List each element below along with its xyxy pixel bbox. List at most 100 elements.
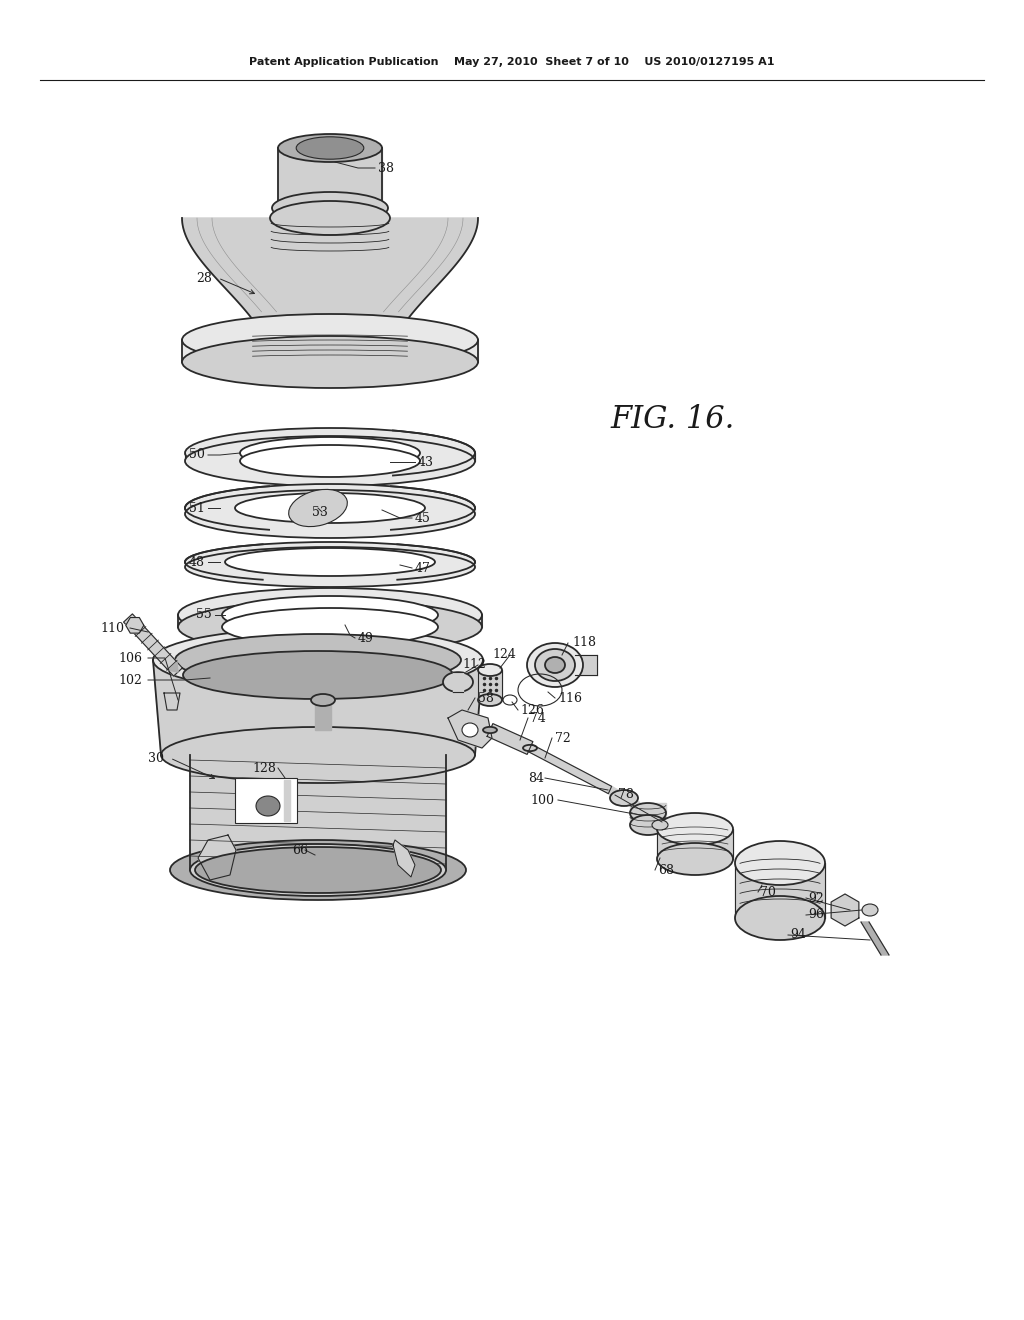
Polygon shape bbox=[124, 614, 182, 676]
Ellipse shape bbox=[270, 201, 390, 235]
Text: 116: 116 bbox=[558, 692, 582, 705]
Ellipse shape bbox=[178, 601, 482, 653]
Ellipse shape bbox=[735, 841, 825, 884]
Ellipse shape bbox=[478, 694, 502, 706]
Ellipse shape bbox=[185, 484, 475, 532]
Text: 106: 106 bbox=[118, 652, 142, 664]
Text: 124: 124 bbox=[492, 648, 516, 661]
Ellipse shape bbox=[652, 820, 668, 830]
Text: 38: 38 bbox=[378, 161, 394, 174]
Text: 100: 100 bbox=[530, 793, 554, 807]
Polygon shape bbox=[190, 755, 446, 870]
Text: 58: 58 bbox=[478, 692, 494, 705]
Text: 28: 28 bbox=[196, 272, 212, 285]
Polygon shape bbox=[182, 341, 478, 362]
Polygon shape bbox=[575, 655, 597, 675]
Text: 112: 112 bbox=[462, 659, 485, 672]
Ellipse shape bbox=[222, 609, 438, 645]
Ellipse shape bbox=[240, 437, 420, 469]
Text: 49: 49 bbox=[358, 631, 374, 644]
Polygon shape bbox=[198, 836, 236, 880]
Ellipse shape bbox=[185, 490, 475, 539]
Polygon shape bbox=[487, 723, 532, 755]
Text: 51: 51 bbox=[189, 502, 205, 515]
Ellipse shape bbox=[182, 337, 478, 388]
Text: 74: 74 bbox=[530, 711, 546, 725]
Polygon shape bbox=[185, 453, 475, 461]
Text: 96: 96 bbox=[808, 908, 824, 921]
Ellipse shape bbox=[462, 723, 478, 737]
Ellipse shape bbox=[170, 840, 466, 900]
Ellipse shape bbox=[185, 428, 475, 478]
Polygon shape bbox=[861, 921, 889, 954]
Ellipse shape bbox=[657, 843, 733, 875]
Ellipse shape bbox=[311, 694, 335, 706]
Polygon shape bbox=[278, 148, 382, 218]
Ellipse shape bbox=[185, 436, 475, 486]
Ellipse shape bbox=[478, 664, 502, 676]
Polygon shape bbox=[528, 744, 611, 793]
Ellipse shape bbox=[182, 314, 478, 366]
Polygon shape bbox=[168, 663, 178, 672]
Polygon shape bbox=[831, 894, 859, 927]
Ellipse shape bbox=[256, 796, 280, 816]
Ellipse shape bbox=[296, 137, 364, 160]
Polygon shape bbox=[185, 562, 475, 568]
Text: 94: 94 bbox=[790, 928, 806, 941]
Text: 45: 45 bbox=[415, 511, 431, 524]
Ellipse shape bbox=[234, 492, 425, 523]
Polygon shape bbox=[735, 863, 825, 917]
Polygon shape bbox=[153, 660, 483, 755]
Ellipse shape bbox=[222, 597, 438, 634]
Text: 128: 128 bbox=[252, 762, 275, 775]
Ellipse shape bbox=[225, 548, 435, 576]
Text: 78: 78 bbox=[618, 788, 634, 801]
Text: 50: 50 bbox=[189, 449, 205, 462]
Polygon shape bbox=[178, 615, 482, 627]
Ellipse shape bbox=[195, 847, 441, 894]
Text: 30: 30 bbox=[148, 751, 164, 764]
Ellipse shape bbox=[190, 843, 446, 896]
Ellipse shape bbox=[161, 727, 475, 783]
Ellipse shape bbox=[443, 672, 473, 692]
Polygon shape bbox=[657, 829, 733, 859]
Ellipse shape bbox=[657, 813, 733, 845]
Ellipse shape bbox=[185, 543, 475, 582]
Text: 47: 47 bbox=[415, 561, 431, 574]
Text: Patent Application Publication    May 27, 2010  Sheet 7 of 10    US 2010/0127195: Patent Application Publication May 27, 2… bbox=[249, 57, 775, 67]
Ellipse shape bbox=[545, 657, 565, 673]
Text: 92: 92 bbox=[808, 891, 823, 904]
Polygon shape bbox=[164, 693, 180, 710]
Polygon shape bbox=[630, 803, 666, 825]
Polygon shape bbox=[449, 710, 492, 748]
Ellipse shape bbox=[630, 814, 666, 836]
Polygon shape bbox=[185, 508, 475, 513]
Ellipse shape bbox=[240, 445, 420, 477]
FancyBboxPatch shape bbox=[234, 777, 297, 822]
Polygon shape bbox=[453, 672, 463, 692]
Text: 48: 48 bbox=[189, 556, 205, 569]
Text: FIG. 16.: FIG. 16. bbox=[610, 404, 734, 436]
Ellipse shape bbox=[527, 643, 583, 686]
Ellipse shape bbox=[735, 896, 825, 940]
Ellipse shape bbox=[175, 634, 461, 686]
Text: 66: 66 bbox=[292, 843, 308, 857]
Ellipse shape bbox=[183, 651, 453, 700]
Text: 70: 70 bbox=[760, 886, 776, 899]
Ellipse shape bbox=[523, 744, 537, 751]
Text: 53: 53 bbox=[312, 506, 328, 519]
Text: 110: 110 bbox=[100, 622, 124, 635]
Ellipse shape bbox=[278, 135, 382, 162]
Polygon shape bbox=[608, 787, 640, 809]
Text: 43: 43 bbox=[418, 455, 434, 469]
Polygon shape bbox=[126, 618, 143, 634]
Ellipse shape bbox=[289, 490, 347, 527]
Text: 126: 126 bbox=[520, 704, 544, 717]
Polygon shape bbox=[284, 780, 290, 821]
Text: 55: 55 bbox=[197, 609, 212, 622]
Polygon shape bbox=[393, 840, 415, 876]
Ellipse shape bbox=[630, 803, 666, 822]
Ellipse shape bbox=[535, 649, 575, 681]
Ellipse shape bbox=[272, 191, 388, 224]
Ellipse shape bbox=[185, 546, 475, 587]
